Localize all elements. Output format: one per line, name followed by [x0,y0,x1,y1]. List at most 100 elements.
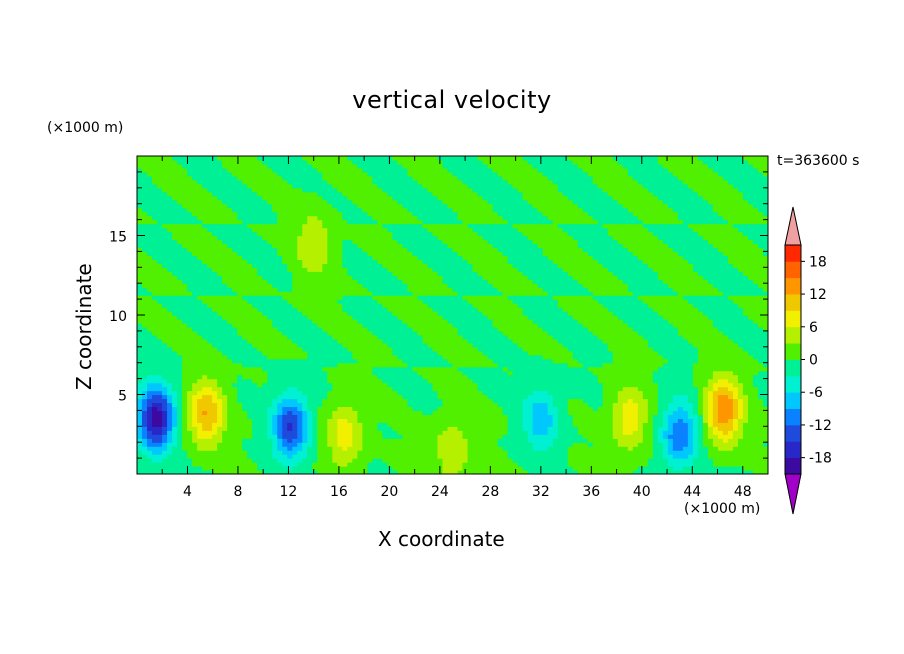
heatmap-cell [582,378,589,384]
heatmap-cell [727,438,734,443]
heatmap-cell [397,470,404,474]
heatmap-cell [322,330,328,336]
heatmap-cell [497,342,504,348]
heatmap-cell [442,418,449,423]
heatmap-cell [282,418,288,423]
heatmap-cell [492,390,499,396]
heatmap-cell [632,462,639,467]
heatmap-cell [452,346,459,352]
heatmap-cell [377,434,383,439]
heatmap-cell [697,434,704,439]
heatmap-cell [572,394,579,400]
heatmap-cell [487,346,494,352]
heatmap-cell [757,318,764,324]
heatmap-cell [552,458,559,463]
heatmap-cell [592,346,599,352]
heatmap-cell [287,326,293,332]
heatmap-cell [657,450,664,455]
heatmap-cell [692,386,699,392]
heatmap-cell [762,322,768,328]
heatmap-cell [422,410,429,415]
heatmap-cell [282,426,288,431]
heatmap-cell [497,402,504,408]
heatmap-cell [677,334,684,340]
heatmap-cell [292,394,298,400]
heatmap-cell [577,446,584,451]
heatmap-cell [367,402,373,408]
heatmap-cell [717,382,724,388]
heatmap-cell [432,374,439,380]
heatmap-cell [632,422,639,427]
heatmap-cell [607,366,614,372]
heatmap-cell [527,342,534,348]
heatmap-cell [462,330,469,336]
heatmap-cell [587,378,594,384]
heatmap-cell [142,398,148,404]
heatmap-cell [257,362,263,368]
heatmap-cell [357,382,363,388]
heatmap-cell [412,398,419,404]
heatmap-cell [597,338,604,344]
heatmap-cell [197,382,203,388]
heatmap-cell [637,422,644,427]
heatmap-cell [147,430,153,435]
heatmap-cell [152,386,158,392]
heatmap-cell [167,398,173,404]
heatmap-cell [212,330,218,336]
heatmap-cell [337,354,343,360]
heatmap-cell [207,466,213,471]
heatmap-cell [712,354,719,360]
heatmap-cell [662,338,669,344]
heatmap-cell [292,426,298,431]
heatmap-cell [667,382,674,388]
heatmap-cell [187,318,193,324]
heatmap-cell [482,334,489,340]
heatmap-cell [447,430,454,435]
heatmap-cell [347,434,353,439]
heatmap-cell [152,454,158,459]
heatmap-cell [657,442,664,447]
heatmap-cell [457,398,464,404]
heatmap-cell [477,378,484,384]
heatmap-cell [627,390,634,396]
heatmap-cell [642,390,649,396]
heatmap-cell [432,470,439,474]
heatmap-cell [137,318,143,324]
heatmap-cell [192,334,198,340]
heatmap-cell [397,346,404,352]
heatmap-cell [637,426,644,431]
heatmap-cell [597,462,604,467]
heatmap-cell [472,394,479,400]
heatmap-cell [702,330,709,336]
heatmap-cell [277,378,283,384]
heatmap-cell [582,362,589,368]
heatmap-cell [457,366,464,372]
heatmap-cell [247,438,253,443]
heatmap-cell [677,386,684,392]
heatmap-cell [167,470,173,474]
heatmap-cell [712,462,719,467]
heatmap-cell [717,450,724,455]
heatmap-cell [732,382,739,388]
heatmap-cell [482,322,489,328]
heatmap-cell [702,370,709,376]
heatmap-cell [742,334,749,340]
heatmap-cell [157,330,163,336]
heatmap-cell [707,466,714,471]
heatmap-cell [642,318,649,324]
heatmap-cell [342,326,348,332]
heatmap-cell [747,382,754,388]
heatmap-cell [752,422,759,427]
heatmap-cell [582,414,589,419]
heatmap-cell [592,398,599,404]
heatmap-cell [612,426,619,431]
heatmap-cell [462,374,469,380]
heatmap-cell [162,414,168,419]
heatmap-cell [242,442,248,447]
heatmap-cell [637,442,644,447]
heatmap-cell [557,422,564,427]
heatmap-cell [277,406,283,412]
heatmap-cell [252,470,258,474]
heatmap-cell [502,426,509,431]
heatmap-cell [577,402,584,408]
